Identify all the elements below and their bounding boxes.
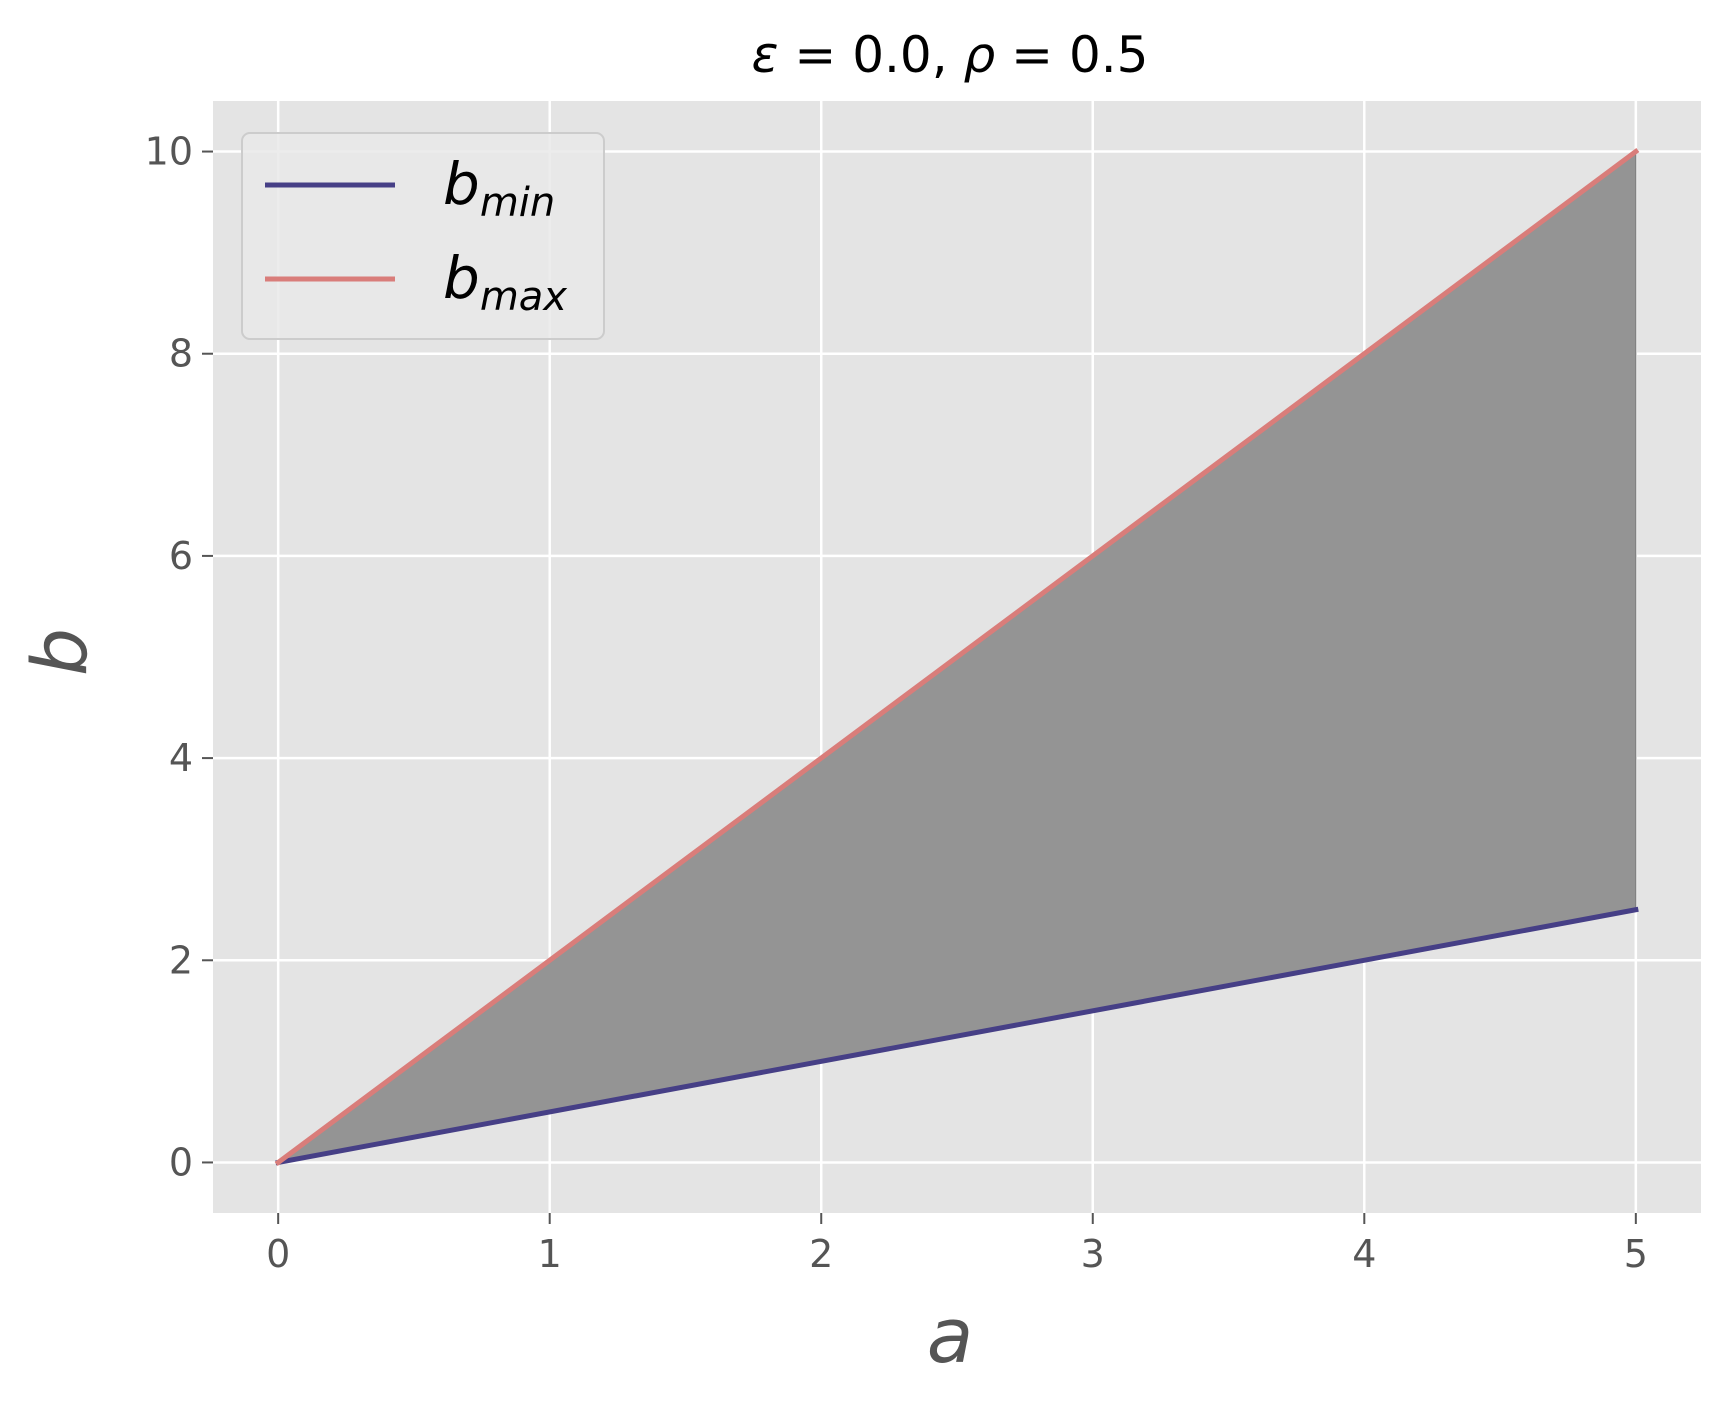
- y-tick-label: 2: [169, 938, 193, 982]
- legend-entry-b-min: bmin: [443, 150, 555, 226]
- y-tick-label: 10: [145, 130, 193, 174]
- chart-title: ε = 0.0, ρ = 0.5: [752, 26, 1149, 84]
- x-tick-label: 0: [266, 1232, 290, 1276]
- series-line-b-min: [275, 906, 1639, 1166]
- x-tick-label: 5: [1624, 1232, 1648, 1276]
- y-tick-label: 8: [169, 332, 193, 376]
- x-tick-label: 4: [1352, 1232, 1376, 1276]
- legend-entry-b-max: bmax: [443, 244, 567, 320]
- series-layer: [274, 148, 1640, 1166]
- ticks: 0 1 2 3 4 5 0 2 4 6 8 10: [145, 130, 1648, 1276]
- x-tick-label: 3: [1081, 1232, 1105, 1276]
- legend: bmin bmax: [241, 132, 605, 340]
- x-axis-label: a: [927, 1291, 974, 1380]
- y-tick-label: 6: [169, 534, 193, 578]
- x-tick-label: 2: [809, 1232, 833, 1276]
- y-axis-label: b: [15, 628, 104, 676]
- y-tick-label: 0: [169, 1140, 193, 1184]
- series-line-b-max: [274, 148, 1640, 1166]
- x-tick-label: 1: [538, 1232, 562, 1276]
- y-tick-label: 4: [169, 736, 193, 780]
